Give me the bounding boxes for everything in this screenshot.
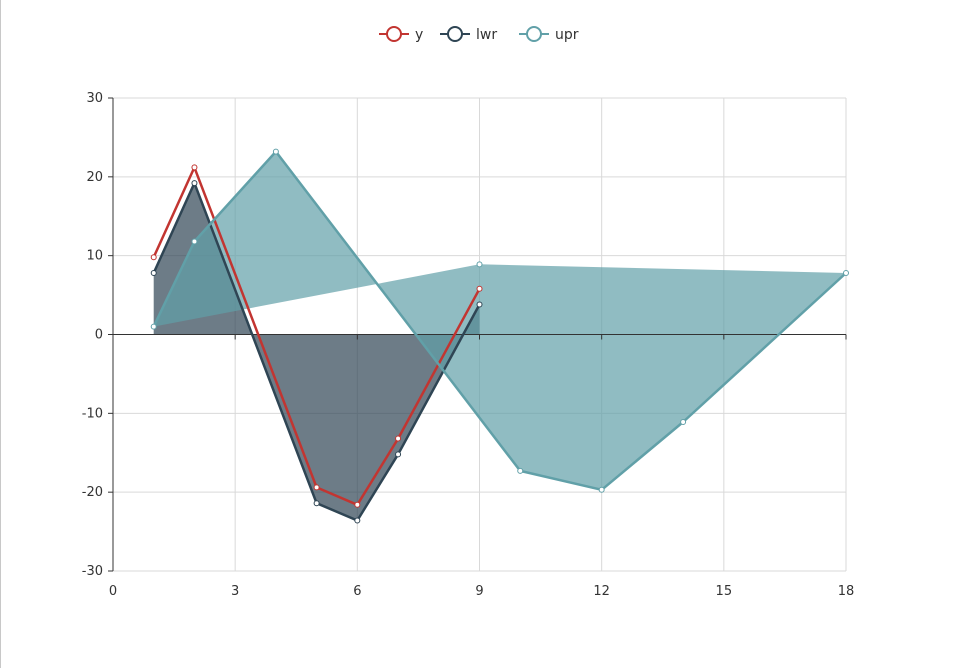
point-lwr bbox=[354, 517, 361, 524]
line-y bbox=[152, 166, 481, 507]
legend[interactable]: y lwr upr bbox=[379, 26, 579, 43]
x-tick-label: 18 bbox=[838, 584, 855, 599]
point-upr bbox=[680, 419, 687, 426]
point-upr bbox=[272, 148, 279, 155]
legend-item-y[interactable]: y bbox=[379, 26, 423, 43]
x-tick-label: 0 bbox=[109, 584, 117, 599]
y-tick-label: 0 bbox=[95, 328, 103, 343]
point-y bbox=[191, 164, 198, 171]
point-lwr bbox=[313, 500, 320, 507]
x-tick-label: 3 bbox=[231, 584, 239, 599]
y-tick-label: -20 bbox=[82, 485, 103, 500]
legend-circle-icon bbox=[526, 26, 542, 42]
series-points bbox=[150, 148, 849, 524]
y-tick-label: 10 bbox=[86, 249, 103, 264]
x-tick-label: 6 bbox=[353, 584, 361, 599]
y-tick-label: -10 bbox=[82, 406, 103, 421]
point-lwr bbox=[150, 270, 157, 277]
y-tick-label: 30 bbox=[86, 91, 103, 106]
axes: -30 -20 -10 0 10 20 30 0 3 6 9 12 15 18 bbox=[82, 91, 855, 599]
legend-label-lwr: lwr bbox=[476, 27, 497, 43]
point-upr bbox=[843, 270, 849, 277]
x-tick-label: 15 bbox=[716, 584, 733, 599]
point-lwr bbox=[395, 451, 402, 458]
y-tick-label: 20 bbox=[86, 170, 103, 185]
legend-item-lwr[interactable]: lwr bbox=[440, 26, 497, 43]
y-tick-label: -30 bbox=[82, 564, 103, 579]
legend-label-upr: upr bbox=[555, 27, 579, 43]
point-upr bbox=[598, 486, 605, 493]
line-lwr bbox=[152, 181, 481, 522]
point-upr bbox=[476, 261, 483, 268]
point-upr bbox=[150, 323, 157, 330]
legend-label-y: y bbox=[415, 27, 423, 43]
point-upr bbox=[517, 467, 524, 474]
legend-circle-icon bbox=[386, 26, 402, 42]
point-y bbox=[395, 435, 402, 442]
point-y bbox=[313, 484, 320, 491]
area-upr bbox=[153, 151, 846, 490]
point-lwr bbox=[476, 301, 483, 308]
legend-item-upr[interactable]: upr bbox=[519, 26, 579, 43]
x-tick-label: 9 bbox=[475, 584, 483, 599]
point-y bbox=[150, 254, 157, 261]
point-y bbox=[476, 285, 483, 292]
point-upr bbox=[191, 238, 198, 245]
point-y bbox=[354, 501, 361, 508]
point-lwr bbox=[191, 180, 198, 187]
x-tick-label: 12 bbox=[593, 584, 610, 599]
legend-circle-icon bbox=[447, 26, 463, 42]
